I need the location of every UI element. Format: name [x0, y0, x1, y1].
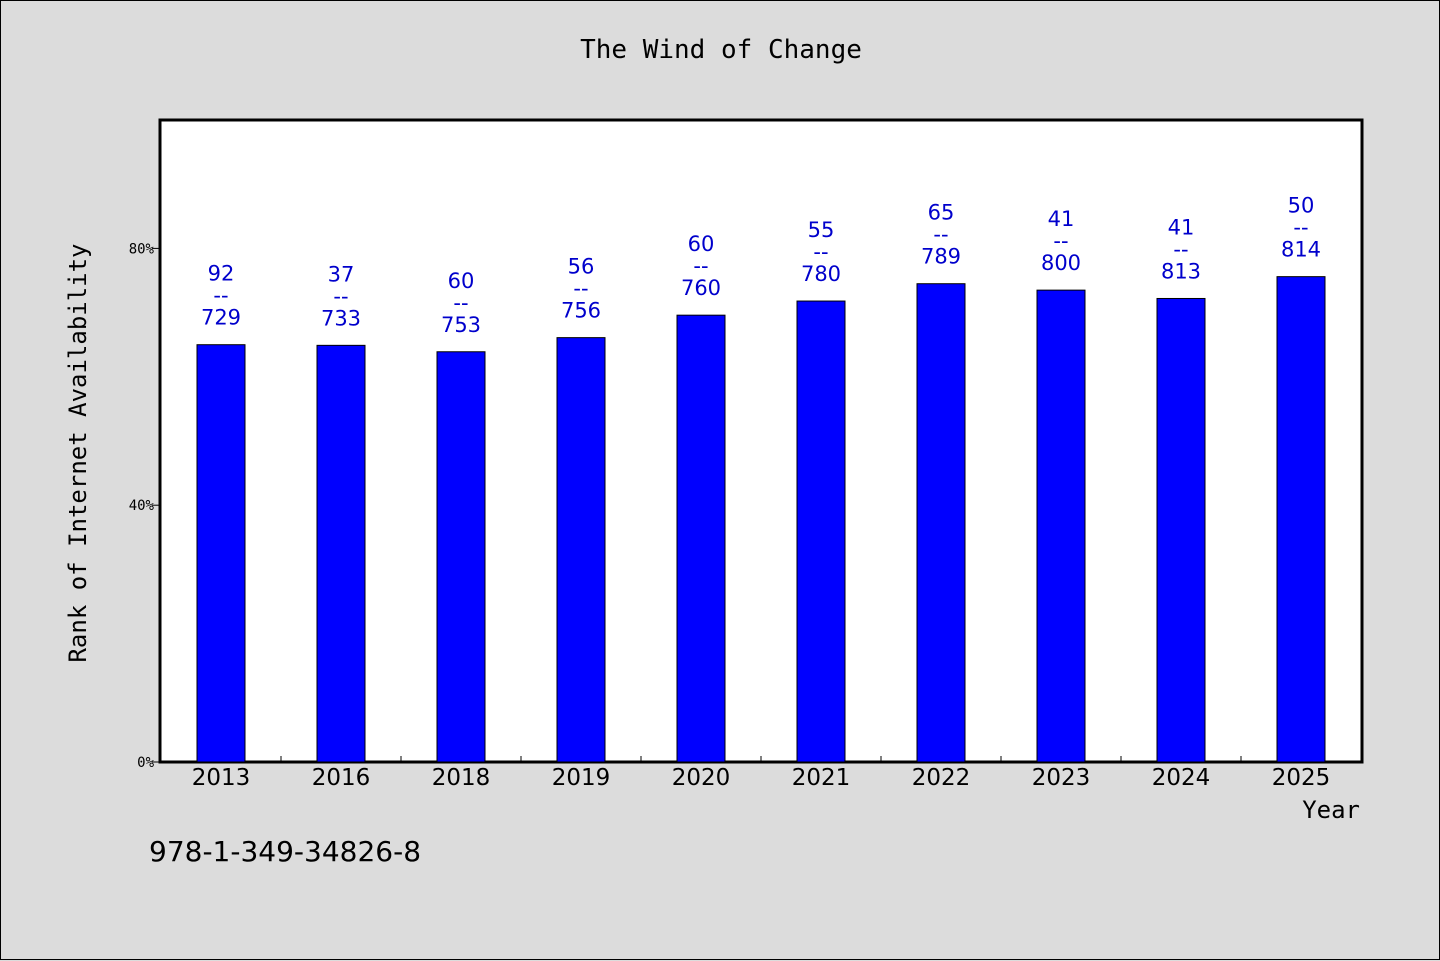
- y-tick-label: 0%: [137, 755, 154, 771]
- data-label-bottom: 729: [201, 306, 241, 330]
- data-label-bottom: 780: [801, 262, 841, 286]
- bar: [556, 337, 606, 763]
- data-label-top: 41: [1048, 207, 1075, 231]
- data-label-separator: --: [453, 291, 468, 315]
- bar: [316, 344, 366, 763]
- data-label-separator: --: [1293, 216, 1308, 240]
- data-label-top: 65: [928, 201, 955, 225]
- x-tick-label: 2022: [912, 765, 971, 791]
- data-label-top: 60: [688, 232, 715, 256]
- bar: [1156, 297, 1206, 763]
- x-tick-label: 2013: [192, 765, 251, 791]
- data-label-bottom: 753: [441, 313, 481, 337]
- bar: [676, 314, 726, 763]
- data-label-separator: --: [213, 284, 228, 308]
- bar: [436, 351, 486, 763]
- data-label-top: 50: [1288, 194, 1315, 218]
- footer-code: 978-1-349-34826-8: [149, 835, 422, 868]
- data-label-separator: --: [813, 240, 828, 264]
- x-tick-label: 2019: [552, 765, 611, 791]
- x-tick-label: 2016: [312, 765, 371, 791]
- data-label-top: 92: [208, 262, 235, 286]
- data-label-separator: --: [573, 277, 588, 301]
- y-axis-title: Rank of Internet Availability: [64, 243, 92, 662]
- data-label-bottom: 789: [921, 245, 961, 269]
- data-label-bottom: 800: [1041, 251, 1081, 275]
- data-label-top: 60: [448, 269, 475, 293]
- bar: [796, 300, 846, 763]
- data-label-top: 56: [568, 255, 595, 279]
- data-label-separator: --: [1053, 229, 1068, 253]
- data-label-bottom: 733: [321, 306, 361, 330]
- y-tick-label: 40%: [129, 498, 155, 514]
- bar: [916, 283, 966, 763]
- data-label-bottom: 756: [561, 299, 601, 323]
- x-tick-label: 2023: [1032, 765, 1091, 791]
- data-label-bottom: 760: [681, 276, 721, 300]
- x-tick-label: 2025: [1272, 765, 1331, 791]
- data-label-separator: --: [693, 254, 708, 278]
- x-tick-label: 2021: [792, 765, 851, 791]
- data-label-bottom: 813: [1161, 259, 1201, 283]
- data-label-top: 41: [1168, 215, 1195, 239]
- data-label-bottom: 814: [1281, 238, 1321, 262]
- x-tick-label: 2018: [432, 765, 491, 791]
- bar: [1276, 276, 1326, 763]
- data-label-separator: --: [933, 223, 948, 247]
- x-tick-label: 2024: [1152, 765, 1211, 791]
- x-axis-title: Year: [1302, 796, 1360, 824]
- chart-title: The Wind of Change: [580, 35, 862, 65]
- data-label-separator: --: [333, 284, 348, 308]
- y-tick-label: 80%: [129, 241, 155, 257]
- data-label-top: 55: [808, 218, 835, 242]
- x-tick-label: 2020: [672, 765, 731, 791]
- data-label-top: 37: [328, 262, 355, 286]
- data-label-separator: --: [1173, 237, 1188, 261]
- bar: [196, 344, 246, 763]
- bar: [1036, 289, 1086, 763]
